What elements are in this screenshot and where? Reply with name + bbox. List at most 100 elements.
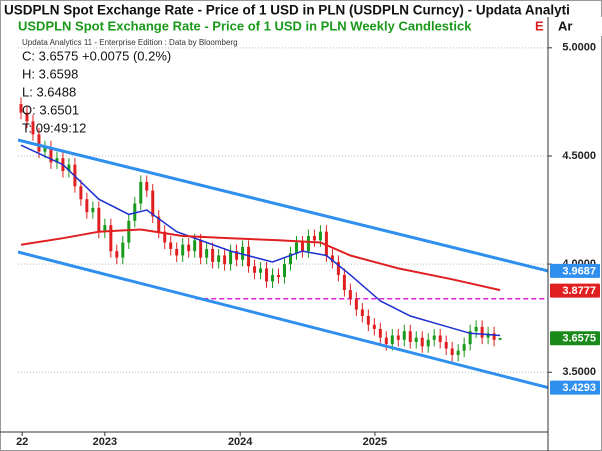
candle-body xyxy=(408,331,412,342)
info-line: O: 3.6501 xyxy=(22,102,79,117)
candle-body xyxy=(235,251,239,260)
candle-body xyxy=(55,158,59,163)
candle-body xyxy=(342,274,346,291)
y-tick-label: 5.0000 xyxy=(562,42,596,54)
candle-body xyxy=(277,274,281,278)
plot-area xyxy=(17,47,549,390)
line-series xyxy=(20,228,501,292)
candle-body xyxy=(372,324,376,330)
candle-body xyxy=(426,339,430,347)
info-line: L: 3.6488 xyxy=(22,84,76,99)
candle-body xyxy=(169,242,173,249)
candle-body xyxy=(486,333,490,338)
candle-body xyxy=(306,236,310,252)
info-line: T: 09:49:12 xyxy=(22,120,86,135)
candle-body xyxy=(336,261,340,275)
candle-body xyxy=(247,246,251,267)
candle-body xyxy=(193,240,197,252)
candle-body xyxy=(492,333,496,340)
candle-body xyxy=(318,231,322,241)
candle-body xyxy=(265,268,269,282)
candle-body xyxy=(175,248,179,256)
candle-body xyxy=(199,240,203,258)
price-tag xyxy=(550,283,600,298)
candle-body xyxy=(79,186,83,200)
candle-body xyxy=(271,274,275,282)
corner-label: Ar xyxy=(558,18,572,33)
price-tag xyxy=(550,380,600,395)
candle-body xyxy=(49,147,53,163)
price-tag xyxy=(550,263,600,278)
candle-body xyxy=(241,246,245,260)
price-tag xyxy=(550,331,600,346)
candle-body xyxy=(294,242,298,254)
chart-title: USDPLN Spot Exchange Rate - Price of 1 U… xyxy=(4,3,570,18)
candle-body xyxy=(253,266,257,273)
candle-body xyxy=(109,225,113,252)
candle-body xyxy=(456,350,460,355)
candle-body xyxy=(19,104,23,113)
line-series xyxy=(17,138,549,273)
candle-body xyxy=(378,329,382,338)
candle-body xyxy=(414,337,418,342)
candle-body xyxy=(438,335,442,342)
candle-body xyxy=(366,316,370,325)
candle-body xyxy=(157,216,161,232)
info-line: C: 3.6575 +0.0075 (0.2%) xyxy=(22,48,171,63)
candle-body xyxy=(163,231,167,243)
candle-body xyxy=(420,337,424,347)
candle-body xyxy=(348,290,352,299)
line-series xyxy=(17,250,549,390)
y-tick-label: 4.5000 xyxy=(562,150,596,162)
candle-body xyxy=(432,335,436,340)
candle-body xyxy=(97,207,101,232)
price-tag-label: 3.6575 xyxy=(562,333,596,345)
candle-body xyxy=(444,341,448,349)
candle-body xyxy=(282,264,286,278)
candle-body xyxy=(474,326,478,332)
candle-body xyxy=(390,335,394,345)
x-tick-label: 2024 xyxy=(228,436,253,448)
candle-body xyxy=(360,309,364,317)
x-tick-label: 2023 xyxy=(93,436,117,448)
candle-body xyxy=(498,338,502,340)
candle-body xyxy=(145,181,149,191)
candle-body xyxy=(259,268,263,273)
chart-subtitle: USDPLN Spot Exchange Rate - Price of 1 U… xyxy=(18,18,472,33)
candle-body xyxy=(217,255,221,262)
candle-body xyxy=(115,251,119,258)
candle-body xyxy=(127,220,131,243)
x-tick-label: 22 xyxy=(16,436,28,448)
x-tick-label: 2025 xyxy=(363,436,387,448)
candle-body xyxy=(450,348,454,355)
candle-body xyxy=(288,253,292,265)
candle-body xyxy=(85,199,89,213)
candle-body xyxy=(205,248,209,258)
candle-body xyxy=(396,335,400,340)
subtitle-cut: E xyxy=(535,18,544,33)
price-tag-label: 3.8777 xyxy=(562,285,596,297)
corner-box xyxy=(548,17,602,36)
info-line: H: 3.6598 xyxy=(22,66,78,81)
candle-body xyxy=(91,207,95,213)
candle-body xyxy=(181,244,185,256)
candle-body xyxy=(354,298,358,310)
candle-body xyxy=(402,331,406,340)
candle-body xyxy=(462,344,466,351)
candle-body xyxy=(31,121,35,135)
candle-body xyxy=(103,225,107,232)
candle-body xyxy=(211,248,215,262)
candle-body xyxy=(37,134,41,152)
candle-body xyxy=(330,255,334,262)
line-series xyxy=(20,144,501,337)
source: Updata Analytics 11 - Enterprise Edition… xyxy=(22,38,238,47)
y-tick-label: 3.5000 xyxy=(562,366,596,378)
candle-body xyxy=(384,337,388,345)
price-tag-label: 3.9687 xyxy=(562,265,596,277)
candle-body xyxy=(121,242,125,258)
candle-body xyxy=(324,231,328,256)
candle-body xyxy=(139,181,143,204)
price-tag-label: 3.4293 xyxy=(562,382,596,394)
